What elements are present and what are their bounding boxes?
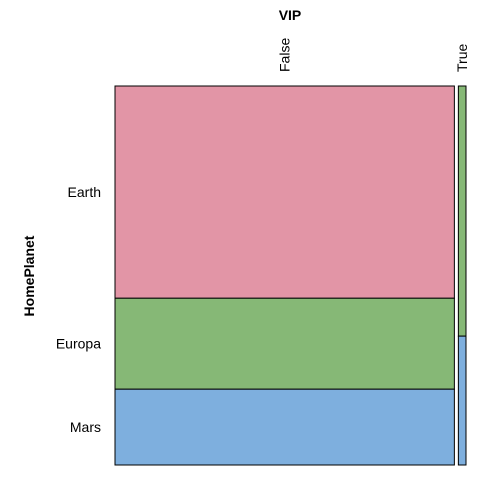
x-tick-labels: False True bbox=[277, 38, 471, 72]
cell-true-europa bbox=[457, 85, 467, 337]
y-tick-mars: Mars bbox=[70, 419, 101, 435]
cell-true-mars bbox=[457, 335, 467, 466]
cell-false-earth bbox=[114, 85, 455, 299]
y-tick-earth: Earth bbox=[68, 184, 101, 200]
x-tick-true: True bbox=[454, 44, 470, 72]
x-variable-label: VIP bbox=[279, 7, 302, 23]
x-tick-false: False bbox=[277, 38, 293, 72]
y-tick-europa: Europa bbox=[56, 336, 101, 352]
y-tick-labels: Earth Europa Mars bbox=[56, 184, 101, 435]
cell-false-europa bbox=[114, 297, 455, 390]
cell-false-mars bbox=[114, 388, 455, 466]
mosaic-cells bbox=[114, 85, 467, 466]
y-variable-label: HomePlanet bbox=[21, 235, 37, 316]
